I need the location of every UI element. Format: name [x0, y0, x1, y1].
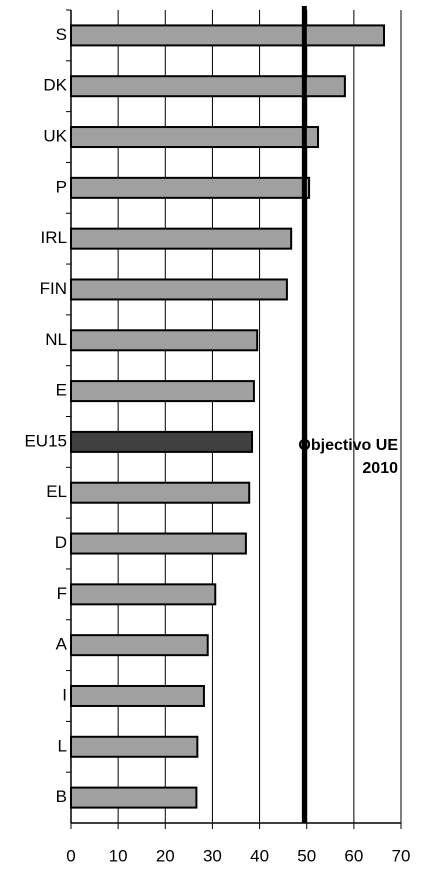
y-tick-label: D: [55, 533, 67, 552]
x-tick-label: 10: [109, 846, 128, 865]
y-tick-label: L: [58, 736, 67, 755]
y-tick-label: EU15: [24, 431, 67, 450]
x-tick-label: 20: [156, 846, 175, 865]
bar: [70, 634, 209, 657]
bar: [70, 430, 254, 453]
bar: [70, 786, 198, 809]
y-tick-label: B: [56, 787, 67, 806]
bar: [70, 684, 205, 707]
bar: [70, 583, 217, 606]
y-tick-label: FIN: [40, 279, 67, 298]
x-tick-label: 40: [250, 846, 269, 865]
bar: [70, 278, 288, 301]
bar: [70, 380, 255, 403]
annotation: Objectivo UE: [298, 437, 398, 454]
y-tick-label: I: [62, 685, 67, 704]
y-tick-label: EL: [46, 482, 67, 501]
y-tick-label: UK: [43, 127, 67, 146]
bar: [70, 481, 251, 504]
x-tick-label: 70: [392, 846, 411, 865]
y-tick-label: IRL: [41, 228, 67, 247]
y-tick-label: A: [56, 635, 68, 654]
bar: [70, 24, 386, 47]
bar: [70, 176, 311, 199]
y-tick-label: F: [57, 584, 67, 603]
x-tick-label: 60: [344, 846, 363, 865]
bar: [70, 227, 293, 250]
bar: [70, 329, 259, 352]
bar: [70, 126, 320, 149]
x-tick-label: 50: [297, 846, 316, 865]
bar: [70, 735, 199, 758]
y-tick-label: P: [56, 177, 67, 196]
bar: [70, 75, 346, 98]
annotation: 2010: [362, 460, 398, 477]
x-tick-label: 30: [203, 846, 222, 865]
y-tick-label: DK: [43, 76, 67, 95]
y-tick-label: NL: [45, 330, 67, 349]
y-tick-label: E: [56, 381, 67, 400]
bar: [70, 532, 247, 555]
x-tick-label: 0: [66, 846, 75, 865]
y-tick-label: S: [56, 25, 67, 44]
